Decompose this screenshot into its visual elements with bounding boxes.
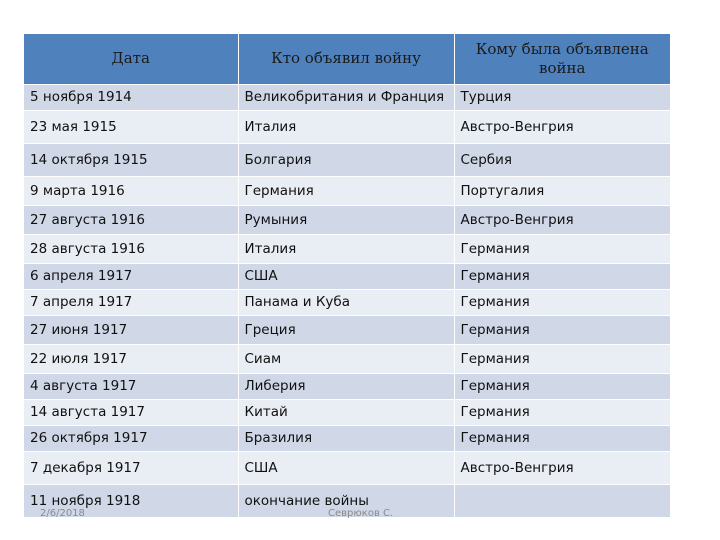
header-target: Кому была объявлена война	[453, 34, 670, 84]
table-row: 26 октября 1917 Бразилия Германия	[24, 424, 670, 451]
table-row: 14 октября 1915 Болгария Сербия	[24, 142, 670, 176]
cell-declarer: Италия	[237, 233, 454, 263]
cell-date: 14 октября 1915	[24, 142, 238, 176]
table-row: 22 июля 1917 Сиам Германия	[24, 343, 670, 373]
cell-target: Австро-Венгрия	[453, 450, 670, 484]
cell-date: 6 апреля 1917	[24, 262, 238, 289]
cell-declarer: Либерия	[237, 372, 454, 399]
table-row: 14 августа 1917 Китай Германия	[24, 398, 670, 425]
cell-date: 28 августа 1916	[24, 233, 238, 263]
cell-date: 7 декабря 1917	[24, 450, 238, 484]
cell-target: Германия	[453, 424, 670, 451]
cell-target: Германия	[453, 314, 670, 344]
table-row: 11 ноября 1918 окончание войны	[24, 483, 670, 517]
cell-date: 14 августа 1917	[24, 398, 238, 425]
cell-target: Сербия	[453, 142, 670, 176]
cell-date: 5 ноября 1914	[24, 83, 238, 110]
table-row: 6 апреля 1917 США Германия	[24, 262, 670, 289]
cell-date: 27 августа 1916	[24, 204, 238, 234]
table-row: 27 августа 1916 Румыния Австро-Венгрия	[24, 204, 670, 234]
cell-declarer: Китай	[237, 398, 454, 425]
cell-declarer: Болгария	[237, 142, 454, 176]
war-declarations-table: Дата Кто объявил войну Кому была объявле…	[24, 34, 670, 517]
table-row: 7 декабря 1917 США Австро-Венгрия	[24, 450, 670, 484]
cell-declarer: Сиам	[237, 343, 454, 373]
cell-declarer: Румыния	[237, 204, 454, 234]
cell-declarer: США	[237, 450, 454, 484]
table-row: 4 августа 1917 Либерия Германия	[24, 372, 670, 399]
cell-declarer: окончание войны	[237, 483, 454, 517]
header-declarer: Кто объявил войну	[237, 34, 454, 84]
cell-target: Португалия	[453, 175, 670, 205]
table-header-row: Дата Кто объявил войну Кому была объявле…	[24, 34, 670, 84]
cell-date: 23 мая 1915	[24, 109, 238, 143]
cell-declarer: Панама и Куба	[237, 288, 454, 315]
cell-target: Германия	[453, 343, 670, 373]
cell-declarer: Германия	[237, 175, 454, 205]
cell-date: 9 марта 1916	[24, 175, 238, 205]
footer-date: 2/6/2018	[40, 508, 85, 519]
table-row: 28 августа 1916 Италия Германия	[24, 233, 670, 263]
table-row: 9 марта 1916 Германия Португалия	[24, 175, 670, 205]
cell-target: Германия	[453, 288, 670, 315]
cell-target: Турция	[453, 83, 670, 110]
table-row: 7 апреля 1917 Панама и Куба Германия	[24, 288, 670, 315]
cell-date: 22 июля 1917	[24, 343, 238, 373]
table-row: 23 мая 1915 Италия Австро-Венгрия	[24, 109, 670, 143]
cell-date: 27 июня 1917	[24, 314, 238, 344]
cell-target: Германия	[453, 398, 670, 425]
cell-date: 4 августа 1917	[24, 372, 238, 399]
cell-declarer: Великобритания и Франция	[237, 83, 454, 110]
cell-date: 11 ноября 1918	[24, 483, 238, 517]
cell-target: Австро-Венгрия	[453, 204, 670, 234]
cell-target: Германия	[453, 262, 670, 289]
table-row: 5 ноября 1914 Великобритания и Франция Т…	[24, 83, 670, 110]
cell-declarer: Италия	[237, 109, 454, 143]
cell-target	[453, 483, 670, 517]
footer-author: Севрюков С.	[328, 508, 394, 519]
cell-target: Германия	[453, 372, 670, 399]
cell-target: Германия	[453, 233, 670, 263]
cell-date: 7 апреля 1917	[24, 288, 238, 315]
cell-date: 26 октября 1917	[24, 424, 238, 451]
cell-declarer: Греция	[237, 314, 454, 344]
table-row: 27 июня 1917 Греция Германия	[24, 314, 670, 344]
header-date: Дата	[111, 49, 150, 68]
cell-declarer: Бразилия	[237, 424, 454, 451]
cell-declarer: США	[237, 262, 454, 289]
cell-target: Австро-Венгрия	[453, 109, 670, 143]
